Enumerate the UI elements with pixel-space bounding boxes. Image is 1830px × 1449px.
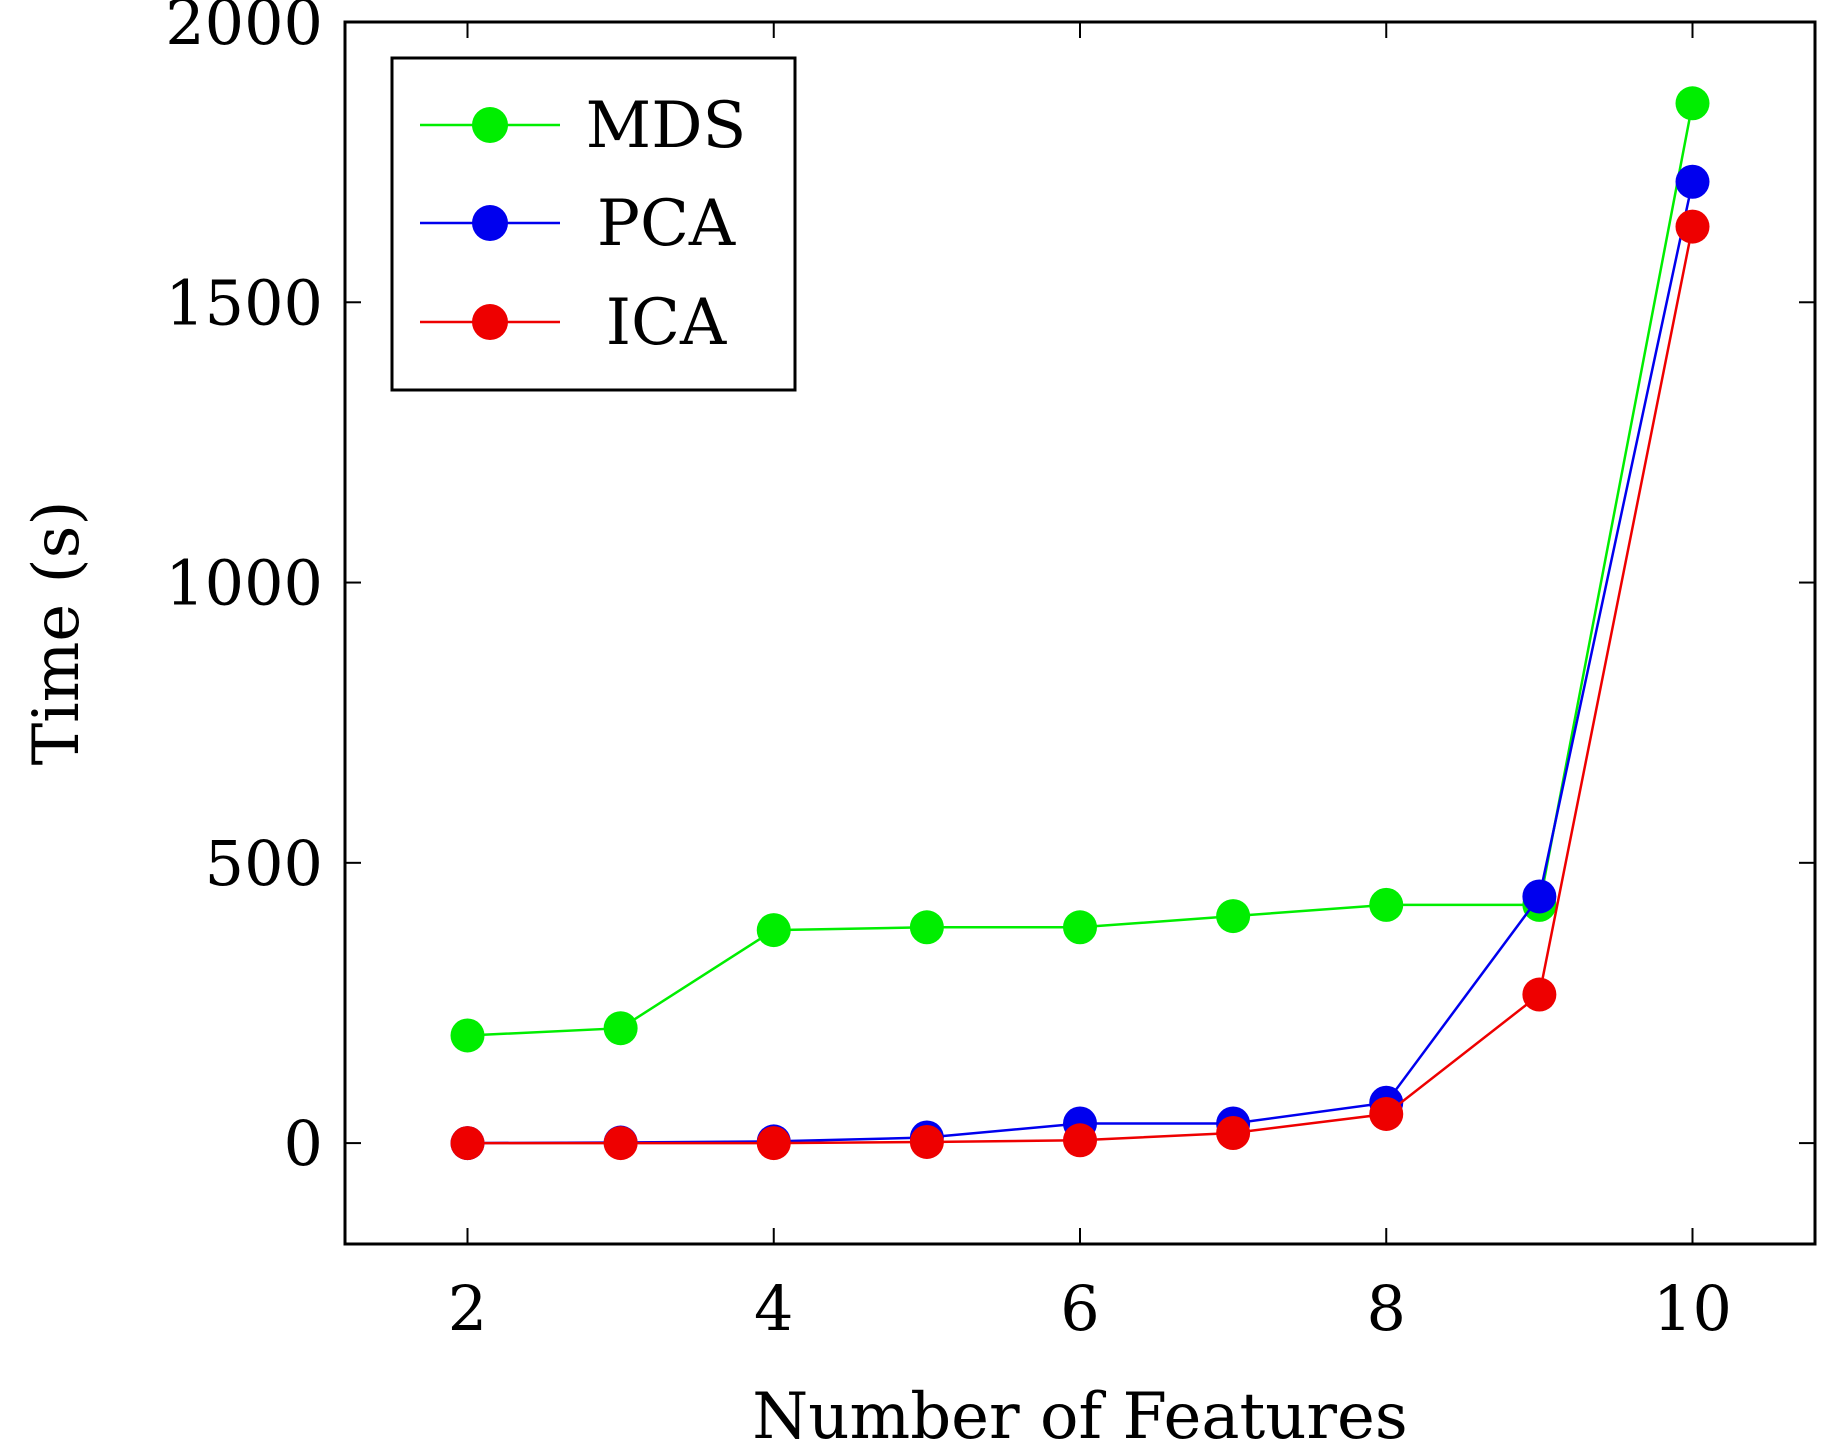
y-tick-label: 1500 [165, 266, 323, 339]
legend-marker-ica [472, 304, 508, 340]
data-point-mds [603, 1011, 638, 1046]
data-point-ica [1369, 1096, 1404, 1131]
data-point-ica [756, 1126, 791, 1161]
legend-item-ica: ICA [420, 286, 727, 360]
legend-marker-mds [472, 107, 508, 143]
y-tick-label: 2000 [165, 0, 323, 59]
data-point-pca [1675, 164, 1710, 199]
data-point-ica [909, 1124, 944, 1159]
data-point-ica [1522, 977, 1557, 1012]
y-tick-label: 1000 [165, 547, 323, 620]
data-point-mds [756, 913, 791, 948]
data-point-mds [1216, 899, 1251, 934]
legend-label-mds: MDS [586, 89, 747, 163]
data-point-ica [1063, 1123, 1097, 1158]
data-point-mds [1063, 910, 1097, 945]
series-ica [450, 209, 1710, 1161]
data-point-ica [603, 1126, 638, 1161]
x-tick-label: 4 [754, 1272, 793, 1345]
x-tick-label: 10 [1653, 1272, 1732, 1345]
data-point-mds [450, 1018, 485, 1053]
data-point-mds [1675, 86, 1710, 121]
legend-label-ica: ICA [606, 286, 727, 360]
legend-label-pca: PCA [597, 187, 736, 261]
legend-box [390, 56, 797, 392]
data-point-ica [1675, 209, 1710, 244]
data-point-mds [1369, 887, 1404, 922]
x-tick-label: 2 [448, 1272, 487, 1345]
x-tick-label: 6 [1060, 1272, 1099, 1345]
series-layer [450, 86, 1710, 1161]
x-axis-label: Number of Features [752, 1380, 1407, 1449]
y-axis-label: Time (s) [20, 501, 94, 766]
data-point-pca [1522, 879, 1557, 914]
y-tick-label: 500 [205, 827, 323, 900]
legend-marker-pca [472, 205, 508, 241]
axis-ticks [345, 21, 1815, 1244]
legend-item-pca: PCA [420, 187, 736, 261]
legend-item-mds: MDS [420, 89, 746, 163]
data-point-ica [450, 1126, 485, 1161]
data-point-ica [1216, 1116, 1251, 1151]
legend: MDS PCA ICA [390, 56, 797, 392]
x-tick-label: 8 [1367, 1272, 1406, 1345]
tick-labels: 2 4 6 8 10 0 500 1000 1500 2000 [165, 0, 1732, 1345]
y-tick-label: 0 [284, 1107, 323, 1180]
data-point-mds [909, 910, 944, 945]
